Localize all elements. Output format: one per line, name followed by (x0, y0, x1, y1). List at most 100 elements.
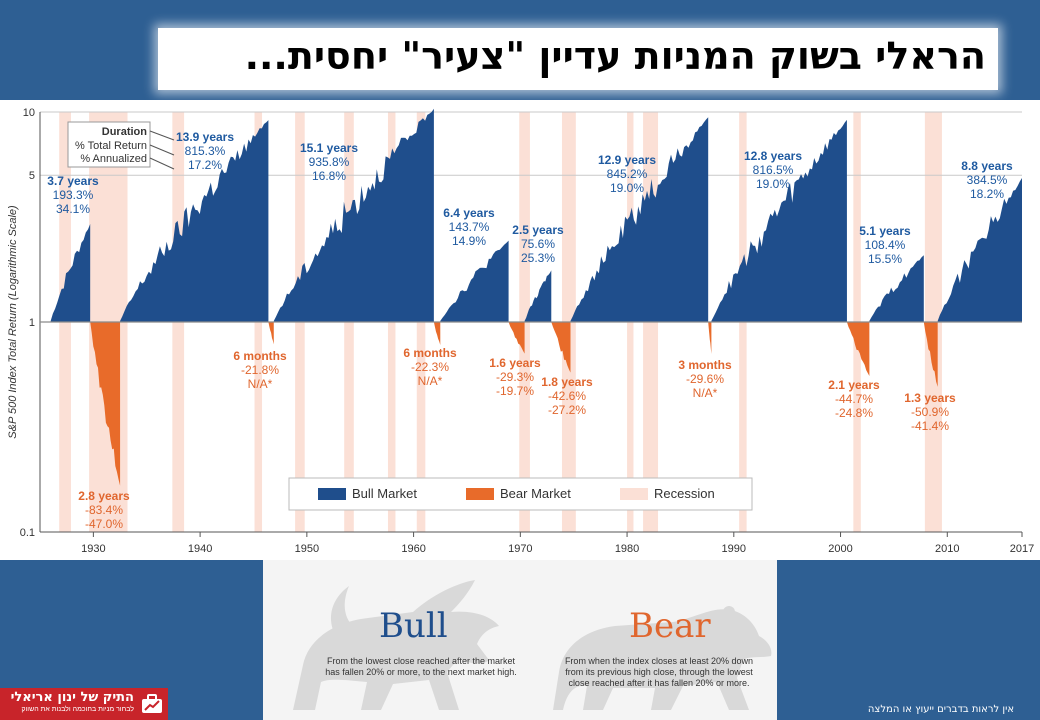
x-tick-label: 2017 (1010, 543, 1034, 555)
bear-annualized-label: -41.4% (911, 419, 949, 433)
bear-label: 2.8 years-83.4%-47.0% (78, 489, 130, 531)
bull-duration-label: 6.4 years (443, 206, 495, 220)
briefcase-icon (142, 694, 162, 713)
bear-duration-label: 1.3 years (904, 391, 956, 405)
bull-duration-label: 3.7 years (47, 174, 99, 188)
key-connector (149, 157, 175, 170)
y-tick-label: 10 (23, 107, 35, 119)
bull-return-label: 143.7% (449, 220, 490, 234)
bear-label: 1.3 years-50.9%-41.4% (904, 391, 956, 433)
x-tick-label: 2000 (828, 543, 852, 555)
bull-annualized-label: 18.2% (970, 187, 1004, 201)
bear-definition-title: Bear (629, 606, 711, 646)
bear-label: 6 months-22.3%N/A* (403, 346, 457, 388)
bull-market-area (120, 120, 269, 322)
legend-bull-label: Bull Market (352, 486, 417, 501)
x-tick-label: 1990 (722, 543, 746, 555)
bull-duration-label: 12.8 years (744, 149, 802, 163)
bear-market-area (433, 322, 441, 345)
legend-recession-label: Recession (654, 486, 715, 501)
bear-duration-label: 6 months (403, 346, 457, 360)
bull-return-label: 815.3% (185, 144, 226, 158)
bear-market-area (551, 322, 571, 373)
bull-duration-label: 2.5 years (512, 223, 564, 237)
key-box-frame (67, 121, 151, 168)
bear-duration-label: 1.8 years (541, 375, 593, 389)
x-tick-label: 1950 (295, 543, 319, 555)
logo-tagline: לבחור מניות בחוכמה ולבנות את השווק (21, 706, 134, 713)
bull-duration-label: 8.8 years (961, 159, 1013, 173)
disclaimer-text: אין לראות בדברים ייעוץ או המלצה (867, 704, 1014, 715)
bull-annualized-label: 19.0% (610, 181, 644, 195)
page-title: הראלי בשוק המניות עדיין "צעיר" יחסית... (244, 34, 986, 78)
bull-annualized-label: 17.2% (188, 158, 222, 172)
bear-silhouette-icon (553, 606, 772, 710)
bear-label: 3 months-29.6%N/A* (678, 358, 732, 400)
x-tick-label: 1940 (188, 543, 212, 555)
bull-return-label: 384.5% (967, 173, 1008, 187)
bear-return-label: -50.9% (911, 405, 949, 419)
y-tick-label: 5 (29, 170, 35, 182)
bear-label: 1.6 years-29.3%-19.7% (489, 356, 541, 398)
bull-market-area (524, 270, 552, 322)
bull-annualized-label: 19.0% (756, 177, 790, 191)
y-tick-label: 0.1 (20, 527, 35, 539)
bear-market-area (846, 322, 870, 376)
bull-market-area (869, 255, 924, 322)
bull-annualized-label: 14.9% (452, 234, 486, 248)
bear-label: 2.1 years-44.7%-24.8% (828, 378, 880, 420)
bear-return-label: -21.8% (241, 363, 279, 377)
definitions-panel: Bull Bear From the lowest close reached … (263, 560, 777, 720)
bull-annualized-label: 34.1% (56, 202, 90, 216)
bull-market-area (273, 108, 434, 322)
brand-logo[interactable]: התיק של ינון אריאלי לבחור מניות בחוכמה ו… (0, 688, 168, 720)
bear-duration-label: 1.6 years (489, 356, 541, 370)
label-key-box: Duration % Total Return% Annualized (67, 121, 175, 170)
x-tick-label: 1930 (81, 543, 105, 555)
bear-annualized-label: N/A* (418, 374, 443, 388)
bull-duration-label: 5.1 years (859, 224, 911, 238)
bear-duration-label: 3 months (678, 358, 732, 372)
x-tick-label: 2010 (935, 543, 959, 555)
bull-market-area (440, 240, 509, 322)
bull-return-label: 816.5% (753, 163, 794, 177)
bear-annualized-label: -27.2% (548, 403, 586, 417)
bear-market-area (708, 322, 712, 354)
key-annualized-label: % Annualized (80, 153, 147, 165)
bull-duration-label: 13.9 years (176, 130, 234, 144)
bear-annualized-label: -47.0% (85, 517, 123, 531)
bear-return-label: -22.3% (411, 360, 449, 374)
logo-name: התיק של ינון אריאלי (10, 690, 134, 705)
bear-market-area (90, 322, 121, 486)
bear-annualized-label: -24.8% (835, 406, 873, 420)
x-tick-label: 1970 (508, 543, 532, 555)
bull-bear-silhouettes (293, 580, 772, 710)
bull-duration-label: 15.1 years (300, 141, 358, 155)
legend-bull-swatch (318, 488, 346, 500)
bear-annualized-label: -19.7% (496, 384, 534, 398)
bull-silhouette-icon (293, 580, 499, 710)
bear-annualized-label: N/A* (248, 377, 273, 391)
bull-market-area (50, 224, 91, 322)
bull-definition-text: From the lowest close reached after the … (325, 656, 517, 677)
bull-duration-label: 12.9 years (598, 153, 656, 167)
bull-annualized-label: 16.8% (312, 169, 346, 183)
chart-panel: 10 5 1 0.1 1930 1940 1950 1960 1970 1980 1990 2000 2… (0, 100, 1040, 560)
key-connector (149, 130, 175, 141)
bull-market-area (937, 178, 1022, 322)
bear-annualized-label: N/A* (693, 386, 718, 400)
bear-market-area (268, 322, 274, 345)
bear-return-label: -44.7% (835, 392, 873, 406)
bull-return-label: 935.8% (309, 155, 350, 169)
key-connector (149, 144, 175, 156)
bull-annualized-label: 25.3% (521, 251, 555, 265)
bull-definition-title: Bull (379, 606, 448, 646)
